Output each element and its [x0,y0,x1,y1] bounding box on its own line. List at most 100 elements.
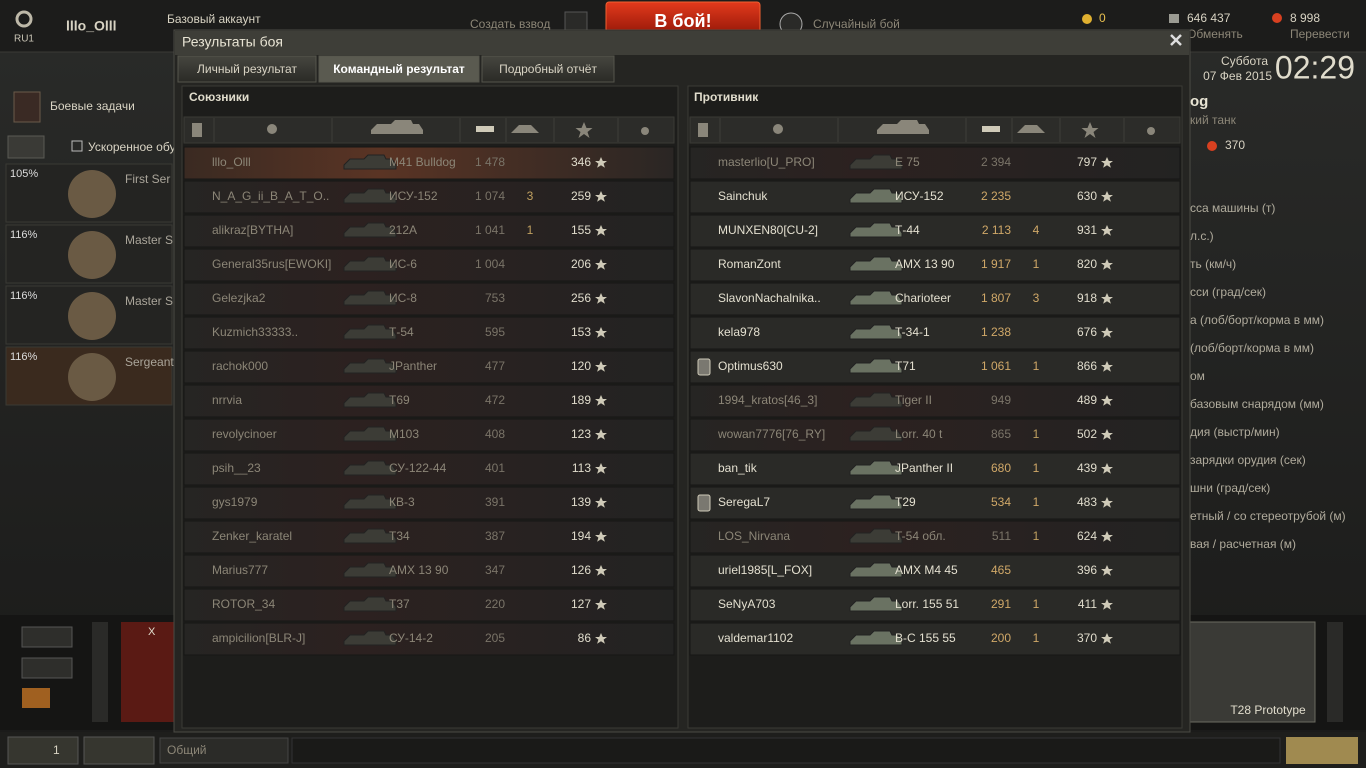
player-name[interactable]: lllo_Olll [212,155,251,169]
player-row[interactable] [183,316,675,350]
player-row[interactable] [689,214,1181,248]
close-x[interactable] [1170,34,1182,46]
battle-mode[interactable]: Случайный бой [813,17,900,31]
player-name[interactable]: valdemar1102 [718,631,793,645]
col-icon-medal[interactable] [1147,127,1155,135]
player-name[interactable]: Kuzmich33333.. [212,325,298,339]
player-row[interactable] [689,554,1181,588]
player-name[interactable]: gys1979 [212,495,258,509]
player-name[interactable]: SeNyA703 [718,597,776,611]
player-name[interactable]: Optimus630 [718,359,783,373]
player-row[interactable] [183,248,675,282]
filter-nation[interactable] [21,626,73,648]
col-icon-player[interactable] [773,124,783,134]
create-platoon[interactable]: Создать взвод [470,17,550,31]
exchange[interactable]: Обменять [1187,27,1243,41]
player-name[interactable]: ban_tik [718,461,758,475]
player-row[interactable] [183,588,675,622]
player-row[interactable] [183,554,675,588]
player-name[interactable]: SlavonNachalnika.. [718,291,821,305]
col-icon-damage[interactable] [982,126,1000,132]
col-icon-kills[interactable] [511,125,539,133]
player-name[interactable]: Gelezjka2 [212,291,266,305]
player-row[interactable] [183,418,675,452]
player-name[interactable]: revolycinoer [212,427,277,441]
col-icon-tank[interactable] [877,120,929,134]
tab[interactable] [318,55,480,83]
player-name[interactable]: Zenker_karatel [212,529,292,543]
player-name[interactable]: uriel1985[L_FOX] [718,563,812,577]
col-icon-medal[interactable] [641,127,649,135]
col-icon-xp[interactable] [1081,122,1099,138]
tab[interactable] [177,55,317,83]
player-name[interactable]: psih__23 [212,461,261,475]
player-row[interactable] [689,282,1181,316]
chat-channel[interactable] [159,737,289,764]
missions-icon[interactable] [13,91,41,123]
col-icon-player[interactable] [267,124,277,134]
player-name[interactable]: LOS_Nirvana [718,529,790,543]
player-row[interactable] [183,146,675,180]
player-row[interactable] [689,146,1181,180]
player-row[interactable] [689,316,1181,350]
player-row[interactable] [689,520,1181,554]
player-row[interactable] [183,520,675,554]
carousel-left[interactable] [92,622,108,722]
player-name[interactable]: lllo_Olll [66,18,117,34]
player-row[interactable] [689,588,1181,622]
settings-icon[interactable] [15,10,33,28]
player-row[interactable] [183,350,675,384]
close-button[interactable] [1170,34,1182,46]
player-row[interactable] [689,384,1181,418]
accelerated-checkbox[interactable] [71,140,83,152]
player-name[interactable]: nrrvia [212,393,242,407]
tab-label[interactable]: Командный результат [333,62,465,76]
player-name[interactable]: Sainchuk [718,189,768,203]
player-row[interactable] [183,180,675,214]
player-name[interactable]: alikraz[BYTHA] [212,223,293,237]
col-icon-xp[interactable] [575,122,593,138]
battle-button-label[interactable]: В бой! [654,11,711,31]
col-icon-squad[interactable] [698,123,708,137]
tab-label[interactable]: Подробный отчёт [499,62,597,76]
filter-premium[interactable] [22,688,50,708]
col-icon-tank[interactable] [371,120,423,134]
tab[interactable] [481,55,615,83]
carousel-tank[interactable] [121,622,176,722]
player-row[interactable] [689,418,1181,452]
crew-button[interactable] [7,135,45,159]
tab-label[interactable]: Личный результат [197,62,297,76]
player-row[interactable] [183,282,675,316]
player-name[interactable]: General35rus[EWOKI] [212,257,331,271]
player-row[interactable] [183,214,675,248]
col-icon-kills[interactable] [1017,125,1045,133]
player-row[interactable] [689,622,1181,656]
player-row[interactable] [689,350,1181,384]
col-icon-damage[interactable] [476,126,494,132]
player-row[interactable] [183,384,675,418]
missions[interactable]: Боевые задачи [50,99,135,113]
player-name[interactable]: masterlio[U_PRO] [718,155,815,169]
carousel-selected[interactable] [1189,621,1316,723]
player-row[interactable] [183,486,675,520]
player-name[interactable]: Marius777 [212,563,268,577]
player-name[interactable]: SeregaL7 [718,495,770,509]
player-row[interactable] [183,622,675,656]
player-name[interactable]: N_A_G_ii_B_A_T_O.. [212,189,329,203]
player-name[interactable]: ampicilion[BLR-J] [212,631,305,645]
player-row[interactable] [689,486,1181,520]
filter-type[interactable] [21,657,73,679]
player-name[interactable]: RomanZont [718,257,781,271]
player-name[interactable]: wowan7776[76_RY] [717,427,825,441]
player-name[interactable]: rachok000 [212,359,268,373]
player-name[interactable]: MUNXEN80[CU-2] [718,223,818,237]
player-name[interactable]: kela978 [718,325,760,339]
carousel-right[interactable] [1327,622,1343,722]
chat-input[interactable] [291,737,1281,764]
player-row[interactable] [689,180,1181,214]
player-row[interactable] [689,248,1181,282]
player-name[interactable]: 1994_kratos[46_3] [718,393,817,407]
player-name[interactable]: ROTOR_34 [212,597,275,611]
col-icon-squad[interactable] [192,123,202,137]
contacts-button[interactable] [7,736,79,765]
